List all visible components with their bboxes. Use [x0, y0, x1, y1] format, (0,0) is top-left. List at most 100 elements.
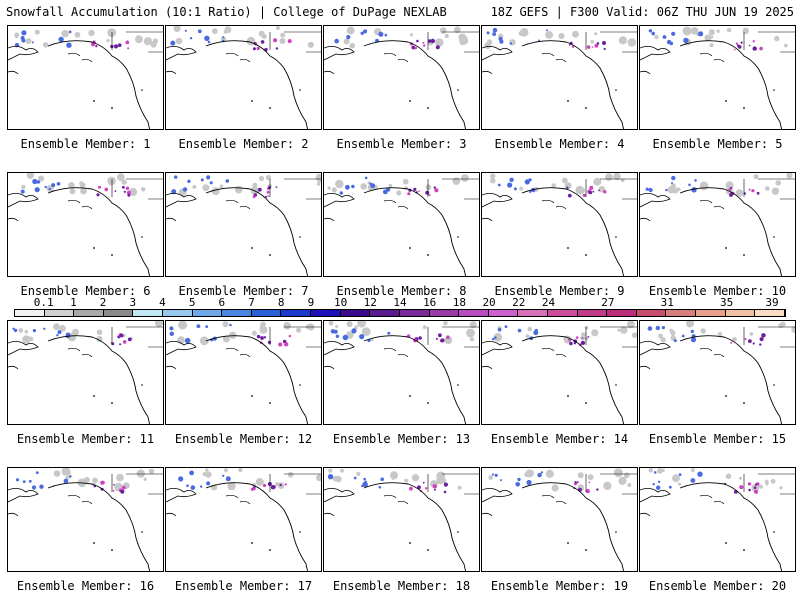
- colorbar-swatch: [488, 310, 519, 316]
- ensemble-member-map: [323, 467, 480, 572]
- colorbar-tick-label: 5: [188, 296, 196, 309]
- ensemble-panel: Ensemble Member: 17: [165, 467, 322, 597]
- ensemble-panel: Ensemble Member: 12: [165, 320, 322, 450]
- ensemble-panel: Ensemble Member: 13: [323, 320, 480, 450]
- colorbar-tick-label: 2: [99, 296, 107, 309]
- colorbar-tick-label: 27: [601, 296, 615, 309]
- ensemble-member-label: Ensemble Member: 16: [16, 579, 155, 593]
- ensemble-panel: Ensemble Member: 9: [481, 172, 638, 302]
- ensemble-member-map: [165, 25, 322, 130]
- colorbar-tick-label: 0.1: [33, 296, 54, 309]
- ensemble-member-map: [7, 172, 164, 277]
- ensemble-member-map: [323, 320, 480, 425]
- ensemble-member-map: [7, 25, 164, 130]
- ensemble-member-label: Ensemble Member: 2: [178, 137, 309, 151]
- colorbar-tick-label: 6: [218, 296, 226, 309]
- colorbar-swatch: [370, 310, 400, 316]
- ensemble-member-label: Ensemble Member: 12: [174, 432, 313, 446]
- ensemble-member-map: [165, 320, 322, 425]
- colorbar-tick-label: 18: [452, 296, 466, 309]
- ensemble-member-map: [481, 172, 638, 277]
- ensemble-member-label: Ensemble Member: 15: [648, 432, 787, 446]
- colorbar-swatch: [133, 310, 164, 316]
- ensemble-panel: Ensemble Member: 20: [639, 467, 796, 597]
- colorbar-tick-label: 16: [423, 296, 437, 309]
- colorbar-tick-label: 12: [363, 296, 377, 309]
- colorbar-swatch: [340, 310, 371, 316]
- ensemble-member-label: Ensemble Member: 20: [648, 579, 787, 593]
- ensemble-member-map: [639, 25, 796, 130]
- colorbar-swatch: [15, 310, 45, 316]
- ensemble-member-map: [165, 467, 322, 572]
- ensemble-member-label: Ensemble Member: 19: [490, 579, 629, 593]
- ensemble-member-map: [481, 320, 638, 425]
- colorbar-swatch: [281, 310, 312, 316]
- ensemble-member-label: Ensemble Member: 4: [494, 137, 625, 151]
- colorbar-swatch: [74, 310, 104, 316]
- colorbar-swatch: [459, 310, 489, 316]
- colorbar-tick-label: 39: [765, 296, 779, 309]
- colorbar-swatch: [636, 310, 667, 316]
- colorbar-swatch: [666, 310, 697, 316]
- ensemble-panel: Ensemble Member: 19: [481, 467, 638, 597]
- colorbar-tick-label: 7: [248, 296, 255, 309]
- colorbar-swatch: [44, 310, 75, 316]
- ensemble-member-label: Ensemble Member: 7: [178, 284, 309, 298]
- ensemble-panel: Ensemble Member: 6: [7, 172, 164, 302]
- colorbar-tick-label: 24: [541, 296, 556, 309]
- ensemble-panel: Ensemble Member: 5: [639, 25, 796, 155]
- colorbar-swatch: [251, 310, 282, 316]
- ensemble-member-label: Ensemble Member: 6: [20, 284, 151, 298]
- colorbar-swatch: [607, 310, 637, 316]
- ensemble-member-label: Ensemble Member: 11: [16, 432, 155, 446]
- colorbar-tick-labels: 0.1 1 2 3 4 5 6 7 8 9 10 12 14 16 18 20 22 24 27 31 35 39: [14, 297, 786, 309]
- colorbar-tick-label: 1: [70, 296, 77, 309]
- ensemble-panel: Ensemble Member: 7: [165, 172, 322, 302]
- ensemble-panel: Ensemble Member: 10: [639, 172, 796, 302]
- colorbar-tick-label: 22: [512, 296, 526, 309]
- ensemble-panel: Ensemble Member: 4: [481, 25, 638, 155]
- ensemble-member-label: Ensemble Member: 8: [336, 284, 467, 298]
- ensemble-member-label: Ensemble Member: 5: [652, 137, 783, 151]
- ensemble-member-label: Ensemble Member: 9: [494, 284, 625, 298]
- ensemble-member-map: [639, 467, 796, 572]
- colorbar-tick-label: 20: [482, 296, 496, 309]
- ensemble-panel: Ensemble Member: 11: [7, 320, 164, 450]
- ensemble-panel: Ensemble Member: 8: [323, 172, 480, 302]
- colorbar-tick-label: 8: [277, 296, 285, 309]
- colorbar-tick-label: 3: [129, 296, 137, 309]
- colorbar-swatches: [14, 309, 786, 317]
- ensemble-member-map: [323, 25, 480, 130]
- ensemble-member-label: Ensemble Member: 3: [336, 137, 467, 151]
- colorbar-swatch: [311, 310, 341, 316]
- colorbar-tick-label: 35: [719, 296, 734, 309]
- ensemble-member-label: Ensemble Member: 14: [490, 432, 629, 446]
- ensemble-member-map: [639, 172, 796, 277]
- colorbar-swatch: [192, 310, 223, 316]
- colorbar-swatch: [429, 310, 460, 316]
- ensemble-panel: Ensemble Member: 18: [323, 467, 480, 597]
- colorbar-tick-label: 10: [333, 296, 348, 309]
- ensemble-member-map: [165, 172, 322, 277]
- ensemble-member-label: Ensemble Member: 18: [332, 579, 471, 593]
- model-run-info: 18Z GEFS | F300 Valid: 06Z THU JUN 19 20…: [490, 5, 794, 19]
- map-title: Snowfall Accumulation (10:1 Ratio) | Col…: [6, 5, 447, 19]
- ensemble-panel: Ensemble Member: 3: [323, 25, 480, 155]
- colorbar-swatch: [725, 310, 756, 316]
- ensemble-member-label: Ensemble Member: 13: [332, 432, 471, 446]
- ensemble-panel: Ensemble Member: 15: [639, 320, 796, 450]
- ensemble-panel: Ensemble Member: 2: [165, 25, 322, 155]
- snowfall-colorbar: 0.1 1 2 3 4 5 6 7 8 9 10 12 14 16 18 20 22 24 27 31 35 39: [14, 297, 786, 319]
- ensemble-member-map: [481, 25, 638, 130]
- colorbar-swatch: [696, 310, 726, 316]
- colorbar-tick-label: 14: [393, 296, 407, 309]
- ensemble-member-map: [323, 172, 480, 277]
- colorbar-swatch: [103, 310, 134, 316]
- ensemble-member-map: [7, 467, 164, 572]
- colorbar-swatch: [547, 310, 578, 316]
- colorbar-swatch: [163, 310, 193, 316]
- ensemble-member-map: [481, 467, 638, 572]
- colorbar-swatch: [577, 310, 608, 316]
- colorbar-swatch: [755, 310, 785, 316]
- ensemble-member-map: [639, 320, 796, 425]
